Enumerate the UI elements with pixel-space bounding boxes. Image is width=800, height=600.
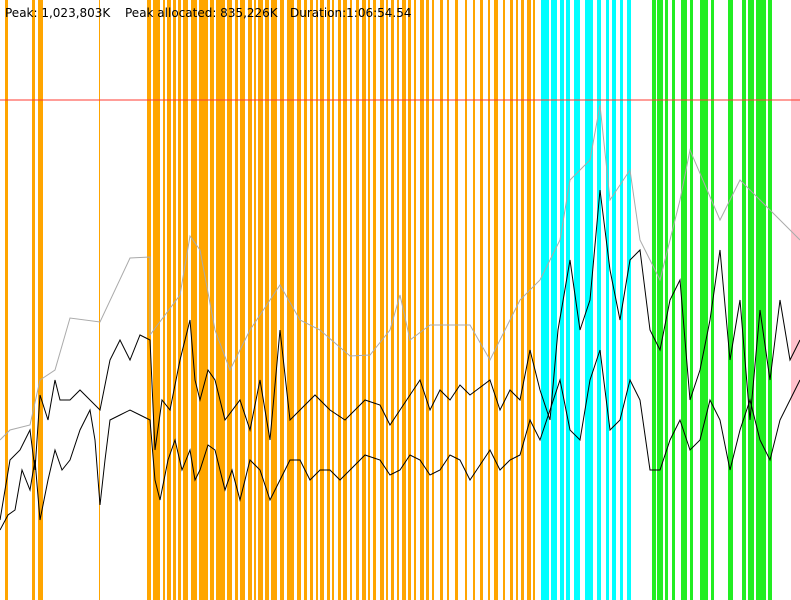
- event-band: [248, 0, 252, 600]
- event-band: [99, 0, 100, 600]
- peak-allocated-label: Peak allocated: 835,226K: [125, 6, 279, 20]
- event-band: [397, 0, 399, 600]
- event-band: [368, 0, 370, 600]
- event-band: [527, 0, 531, 600]
- event-band: [173, 0, 176, 600]
- event-band: [503, 0, 505, 600]
- event-band: [183, 0, 188, 600]
- event-band: [516, 0, 518, 600]
- event-band: [672, 0, 675, 600]
- event-band: [254, 0, 256, 600]
- event-band: [521, 0, 524, 600]
- event-band: [258, 0, 263, 600]
- event-band: [210, 0, 214, 600]
- event-band: [199, 0, 208, 600]
- event-band: [440, 0, 443, 600]
- peak-label: Peak: 1,023,803K: [5, 6, 111, 20]
- event-band: [5, 0, 8, 600]
- event-band: [665, 0, 668, 600]
- event-band: [280, 0, 284, 600]
- event-band: [310, 0, 313, 600]
- event-band: [488, 0, 490, 600]
- event-band: [153, 0, 160, 600]
- event-band: [627, 0, 631, 600]
- event-band: [338, 0, 341, 600]
- event-band: [297, 0, 301, 600]
- used-upper-line: [0, 189, 800, 521]
- event-band: [147, 0, 151, 600]
- event-band: [420, 0, 424, 600]
- event-band: [356, 0, 359, 600]
- event-band: [386, 0, 388, 600]
- event-band: [768, 0, 772, 600]
- event-band: [585, 0, 593, 600]
- event-band: [38, 0, 43, 600]
- event-band: [560, 0, 564, 600]
- event-band: [426, 0, 429, 600]
- event-band: [657, 0, 663, 600]
- event-band: [362, 0, 366, 600]
- event-band: [327, 0, 330, 600]
- event-band: [748, 0, 754, 600]
- heap-size-line: [0, 104, 800, 441]
- event-band: [287, 0, 294, 600]
- event-band: [473, 0, 475, 600]
- event-band: [574, 0, 580, 600]
- event-band: [304, 0, 307, 600]
- event-band: [541, 0, 549, 600]
- event-band: [271, 0, 277, 600]
- event-bands: [5, 0, 800, 600]
- event-band: [414, 0, 416, 600]
- event-band: [533, 0, 535, 600]
- event-band: [402, 0, 406, 600]
- event-band: [690, 0, 693, 600]
- event-band: [447, 0, 449, 600]
- event-band: [350, 0, 352, 600]
- event-band: [227, 0, 232, 600]
- event-band: [494, 0, 498, 600]
- event-band: [316, 0, 318, 600]
- event-band: [320, 0, 324, 600]
- event-band: [432, 0, 434, 600]
- event-band: [566, 0, 570, 600]
- event-band: [620, 0, 623, 600]
- event-band: [510, 0, 513, 600]
- event-band: [191, 0, 197, 600]
- event-band: [728, 0, 733, 600]
- event-band: [760, 0, 766, 600]
- event-band: [265, 0, 269, 600]
- event-band: [235, 0, 238, 600]
- duration-label: Duration:1:06:54.54: [290, 6, 412, 20]
- event-band: [480, 0, 483, 600]
- event-band: [343, 0, 347, 600]
- event-band: [380, 0, 384, 600]
- event-band: [606, 0, 609, 600]
- event-band: [551, 0, 557, 600]
- event-band: [742, 0, 746, 600]
- event-band: [465, 0, 467, 600]
- event-band: [681, 0, 687, 600]
- event-band: [216, 0, 225, 600]
- event-band: [373, 0, 376, 600]
- event-band: [597, 0, 601, 600]
- event-band: [652, 0, 656, 600]
- event-band: [391, 0, 394, 600]
- event-band: [791, 0, 800, 600]
- event-band: [455, 0, 458, 600]
- event-band: [163, 0, 165, 600]
- used-lower-line: [0, 349, 800, 531]
- event-band: [240, 0, 245, 600]
- event-band: [612, 0, 616, 600]
- event-band: [167, 0, 171, 600]
- event-band: [756, 0, 760, 600]
- event-band: [178, 0, 181, 600]
- event-band: [408, 0, 411, 600]
- event-band: [332, 0, 334, 600]
- event-band: [700, 0, 708, 600]
- event-band: [32, 0, 35, 600]
